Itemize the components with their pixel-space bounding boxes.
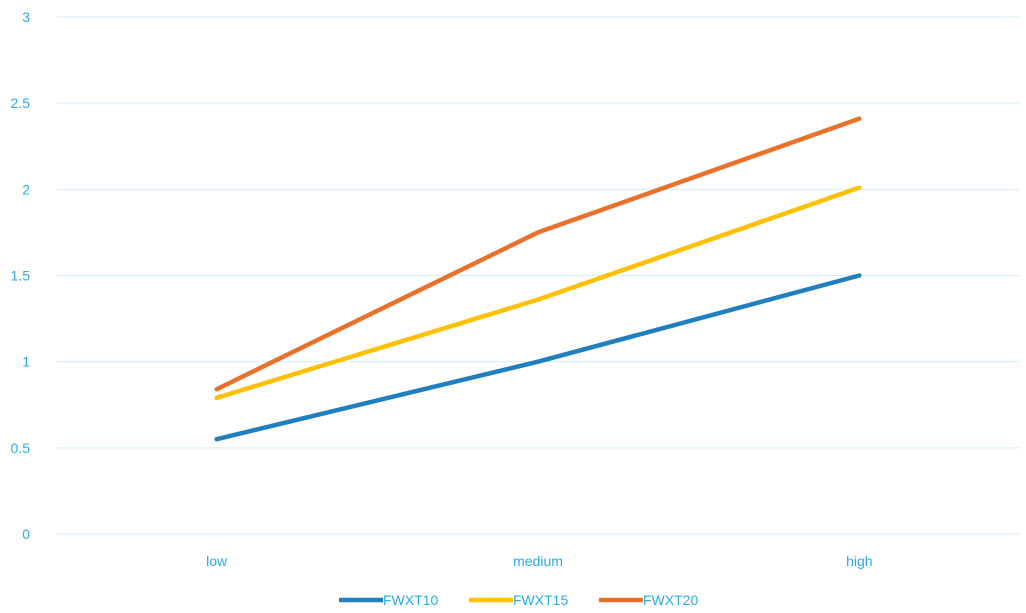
y-tick-label: 1 bbox=[22, 354, 30, 370]
legend: FWXT10 FWXT15 FWXT20 bbox=[339, 592, 698, 608]
legend-label: FWXT15 bbox=[513, 592, 568, 608]
x-tick-label: high bbox=[846, 553, 872, 569]
y-tick-label: 3 bbox=[22, 9, 30, 25]
series-lines bbox=[214, 116, 862, 442]
y-tick-label: 0.5 bbox=[11, 440, 31, 456]
series-line-fwxt20 bbox=[214, 116, 862, 392]
x-tick-label: medium bbox=[513, 553, 563, 569]
x-tick-label: low bbox=[206, 553, 228, 569]
legend-label: FWXT20 bbox=[643, 592, 698, 608]
y-tick-label: 0 bbox=[22, 526, 30, 542]
legend-label: FWXT10 bbox=[383, 592, 438, 608]
y-tick-label: 1.5 bbox=[11, 268, 31, 284]
gridlines bbox=[56, 16, 1020, 535]
y-tick-label: 2.5 bbox=[11, 95, 31, 111]
y-axis-tick-labels: 0 0.5 1 1.5 2 2.5 3 bbox=[11, 9, 31, 542]
x-axis-tick-labels: low medium high bbox=[206, 553, 872, 569]
series-line-fwxt10 bbox=[214, 273, 862, 442]
series-line-fwxt15 bbox=[214, 185, 862, 401]
y-tick-label: 2 bbox=[22, 181, 30, 197]
